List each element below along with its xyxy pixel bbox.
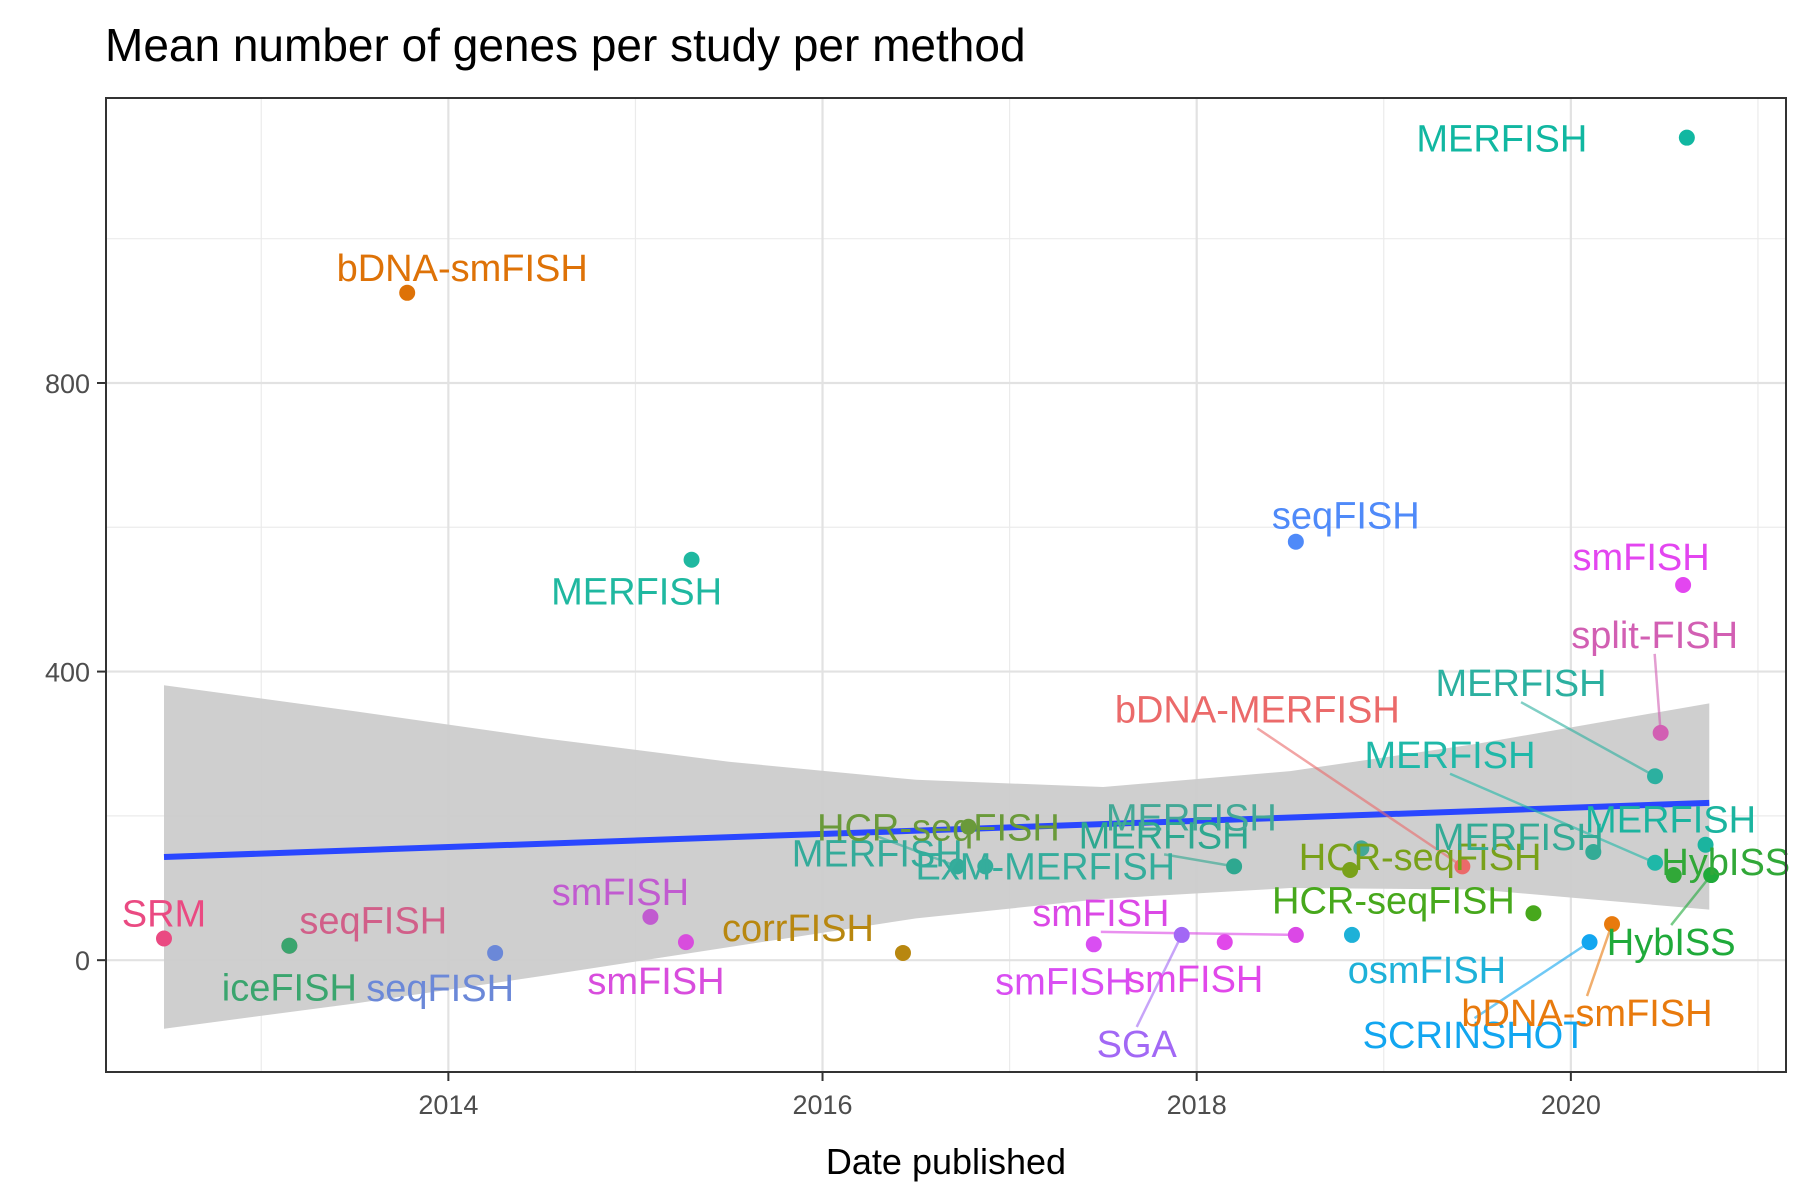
point-label: HCR-seqFISH bbox=[1299, 837, 1542, 879]
data-point bbox=[1343, 926, 1360, 943]
point-label: smFISH bbox=[1126, 959, 1263, 1001]
point-label: MERFISH bbox=[1106, 797, 1277, 839]
point-label: ExM-MERFISH bbox=[915, 846, 1175, 888]
point-labels: SRM seqFISHiceFISHbDNA-smFISHseqFISHsmFIS… bbox=[122, 119, 1790, 1066]
data-point bbox=[1675, 577, 1692, 593]
data-point bbox=[894, 944, 911, 961]
data-point bbox=[1173, 926, 1190, 943]
data-point bbox=[1647, 854, 1664, 871]
data-point bbox=[1287, 926, 1304, 943]
point-label: HybISS bbox=[1607, 922, 1736, 964]
data-points bbox=[155, 129, 1720, 961]
label-leader-line bbox=[876, 835, 958, 868]
trend-line-layer bbox=[163, 799, 1710, 860]
point-label: osmFISH bbox=[1348, 950, 1506, 992]
y-tick-label: 0 bbox=[75, 946, 90, 976]
label-leader-line bbox=[1585, 923, 1614, 997]
data-point bbox=[1226, 858, 1243, 875]
data-point bbox=[1678, 129, 1695, 146]
data-point bbox=[1085, 936, 1102, 953]
point-label: split-FISH bbox=[1571, 615, 1738, 657]
point-label: MERFISH bbox=[1433, 817, 1604, 859]
point-label: MERFISH bbox=[1365, 735, 1536, 777]
point-label: MERFISH bbox=[1585, 800, 1756, 842]
data-point bbox=[281, 937, 298, 954]
data-point bbox=[683, 551, 700, 568]
label-leader-lines bbox=[876, 653, 1713, 1028]
x-axis-title: Date published bbox=[826, 1141, 1066, 1182]
point-label: smFISH bbox=[552, 872, 689, 914]
point-label: smFISH bbox=[1572, 537, 1709, 579]
point-label: bDNA-MERFISH bbox=[1115, 689, 1400, 731]
point-label: corrFISH bbox=[722, 908, 874, 950]
point-label: MERFISH bbox=[1416, 119, 1587, 161]
point-label: HCR-seqFISH bbox=[1272, 880, 1515, 922]
data-point bbox=[949, 858, 966, 875]
point-label: MERFISH bbox=[792, 833, 963, 875]
label-leader-line bbox=[1163, 853, 1235, 868]
data-point bbox=[1353, 840, 1370, 857]
point-label: HybISS bbox=[1661, 842, 1790, 884]
label-leader-line bbox=[1653, 653, 1662, 733]
label-leader-line bbox=[1100, 930, 1296, 937]
data-point bbox=[1652, 724, 1669, 741]
point-label: SGA bbox=[1097, 1024, 1178, 1066]
data-point bbox=[1585, 843, 1602, 860]
trend-line bbox=[163, 799, 1710, 860]
data-point bbox=[1604, 916, 1621, 933]
data-point bbox=[1665, 867, 1682, 884]
data-point bbox=[1697, 836, 1714, 853]
point-label: MERFISH bbox=[551, 572, 722, 614]
point-label: smFISH bbox=[1032, 893, 1169, 935]
point-label: MERFISH bbox=[1436, 663, 1607, 705]
point-label: HCR-seqFISH bbox=[817, 808, 1060, 850]
data-point bbox=[1287, 533, 1304, 550]
point-label: bDNA-smFISH bbox=[337, 248, 588, 290]
data-point bbox=[1703, 867, 1720, 884]
data-point bbox=[977, 858, 994, 875]
data-point bbox=[642, 908, 659, 925]
label-leader-line bbox=[1520, 701, 1656, 778]
chart-title: Mean number of genes per study per metho… bbox=[105, 19, 1026, 71]
point-label: seqFISH bbox=[299, 901, 447, 943]
x-tick-label: 2014 bbox=[418, 1090, 478, 1120]
label-leader-line bbox=[1256, 727, 1464, 868]
label-leader-line bbox=[1449, 772, 1656, 864]
data-point bbox=[1454, 858, 1471, 875]
point-label: seqFISH bbox=[366, 968, 514, 1010]
label-leader-line bbox=[1473, 941, 1591, 1020]
point-label: smFISH bbox=[995, 961, 1132, 1003]
panel-border bbox=[105, 97, 1787, 1073]
y-tick-label: 400 bbox=[45, 658, 90, 688]
data-point bbox=[155, 930, 172, 947]
x-tick-label: 2016 bbox=[792, 1090, 852, 1120]
data-point bbox=[399, 284, 416, 301]
point-label: SRM bbox=[122, 894, 206, 936]
label-leader-line bbox=[1135, 934, 1183, 1028]
y-tick-label: 800 bbox=[45, 369, 90, 399]
data-point bbox=[1525, 905, 1542, 922]
point-label: bDNA-smFISH bbox=[1461, 993, 1712, 1035]
data-point bbox=[1581, 934, 1598, 951]
label-leader-line bbox=[1670, 874, 1713, 926]
x-tick-label: 2020 bbox=[1541, 1090, 1601, 1120]
point-label: SCRINSHOT bbox=[1363, 1015, 1587, 1057]
point-label: iceFISH bbox=[222, 968, 357, 1010]
point-label: smFISH bbox=[587, 961, 724, 1003]
data-point bbox=[960, 818, 977, 835]
point-label: seqFISH bbox=[1272, 496, 1420, 538]
data-point bbox=[487, 944, 504, 961]
axes: 2014 2016 2018 2020 0 400 800 bbox=[45, 369, 1601, 1120]
data-point bbox=[1342, 861, 1359, 878]
data-point bbox=[1216, 934, 1233, 951]
data-point bbox=[677, 934, 694, 951]
x-tick-label: 2018 bbox=[1167, 1090, 1227, 1120]
point-label: MERFISH bbox=[1079, 815, 1250, 857]
data-point bbox=[1647, 768, 1664, 785]
